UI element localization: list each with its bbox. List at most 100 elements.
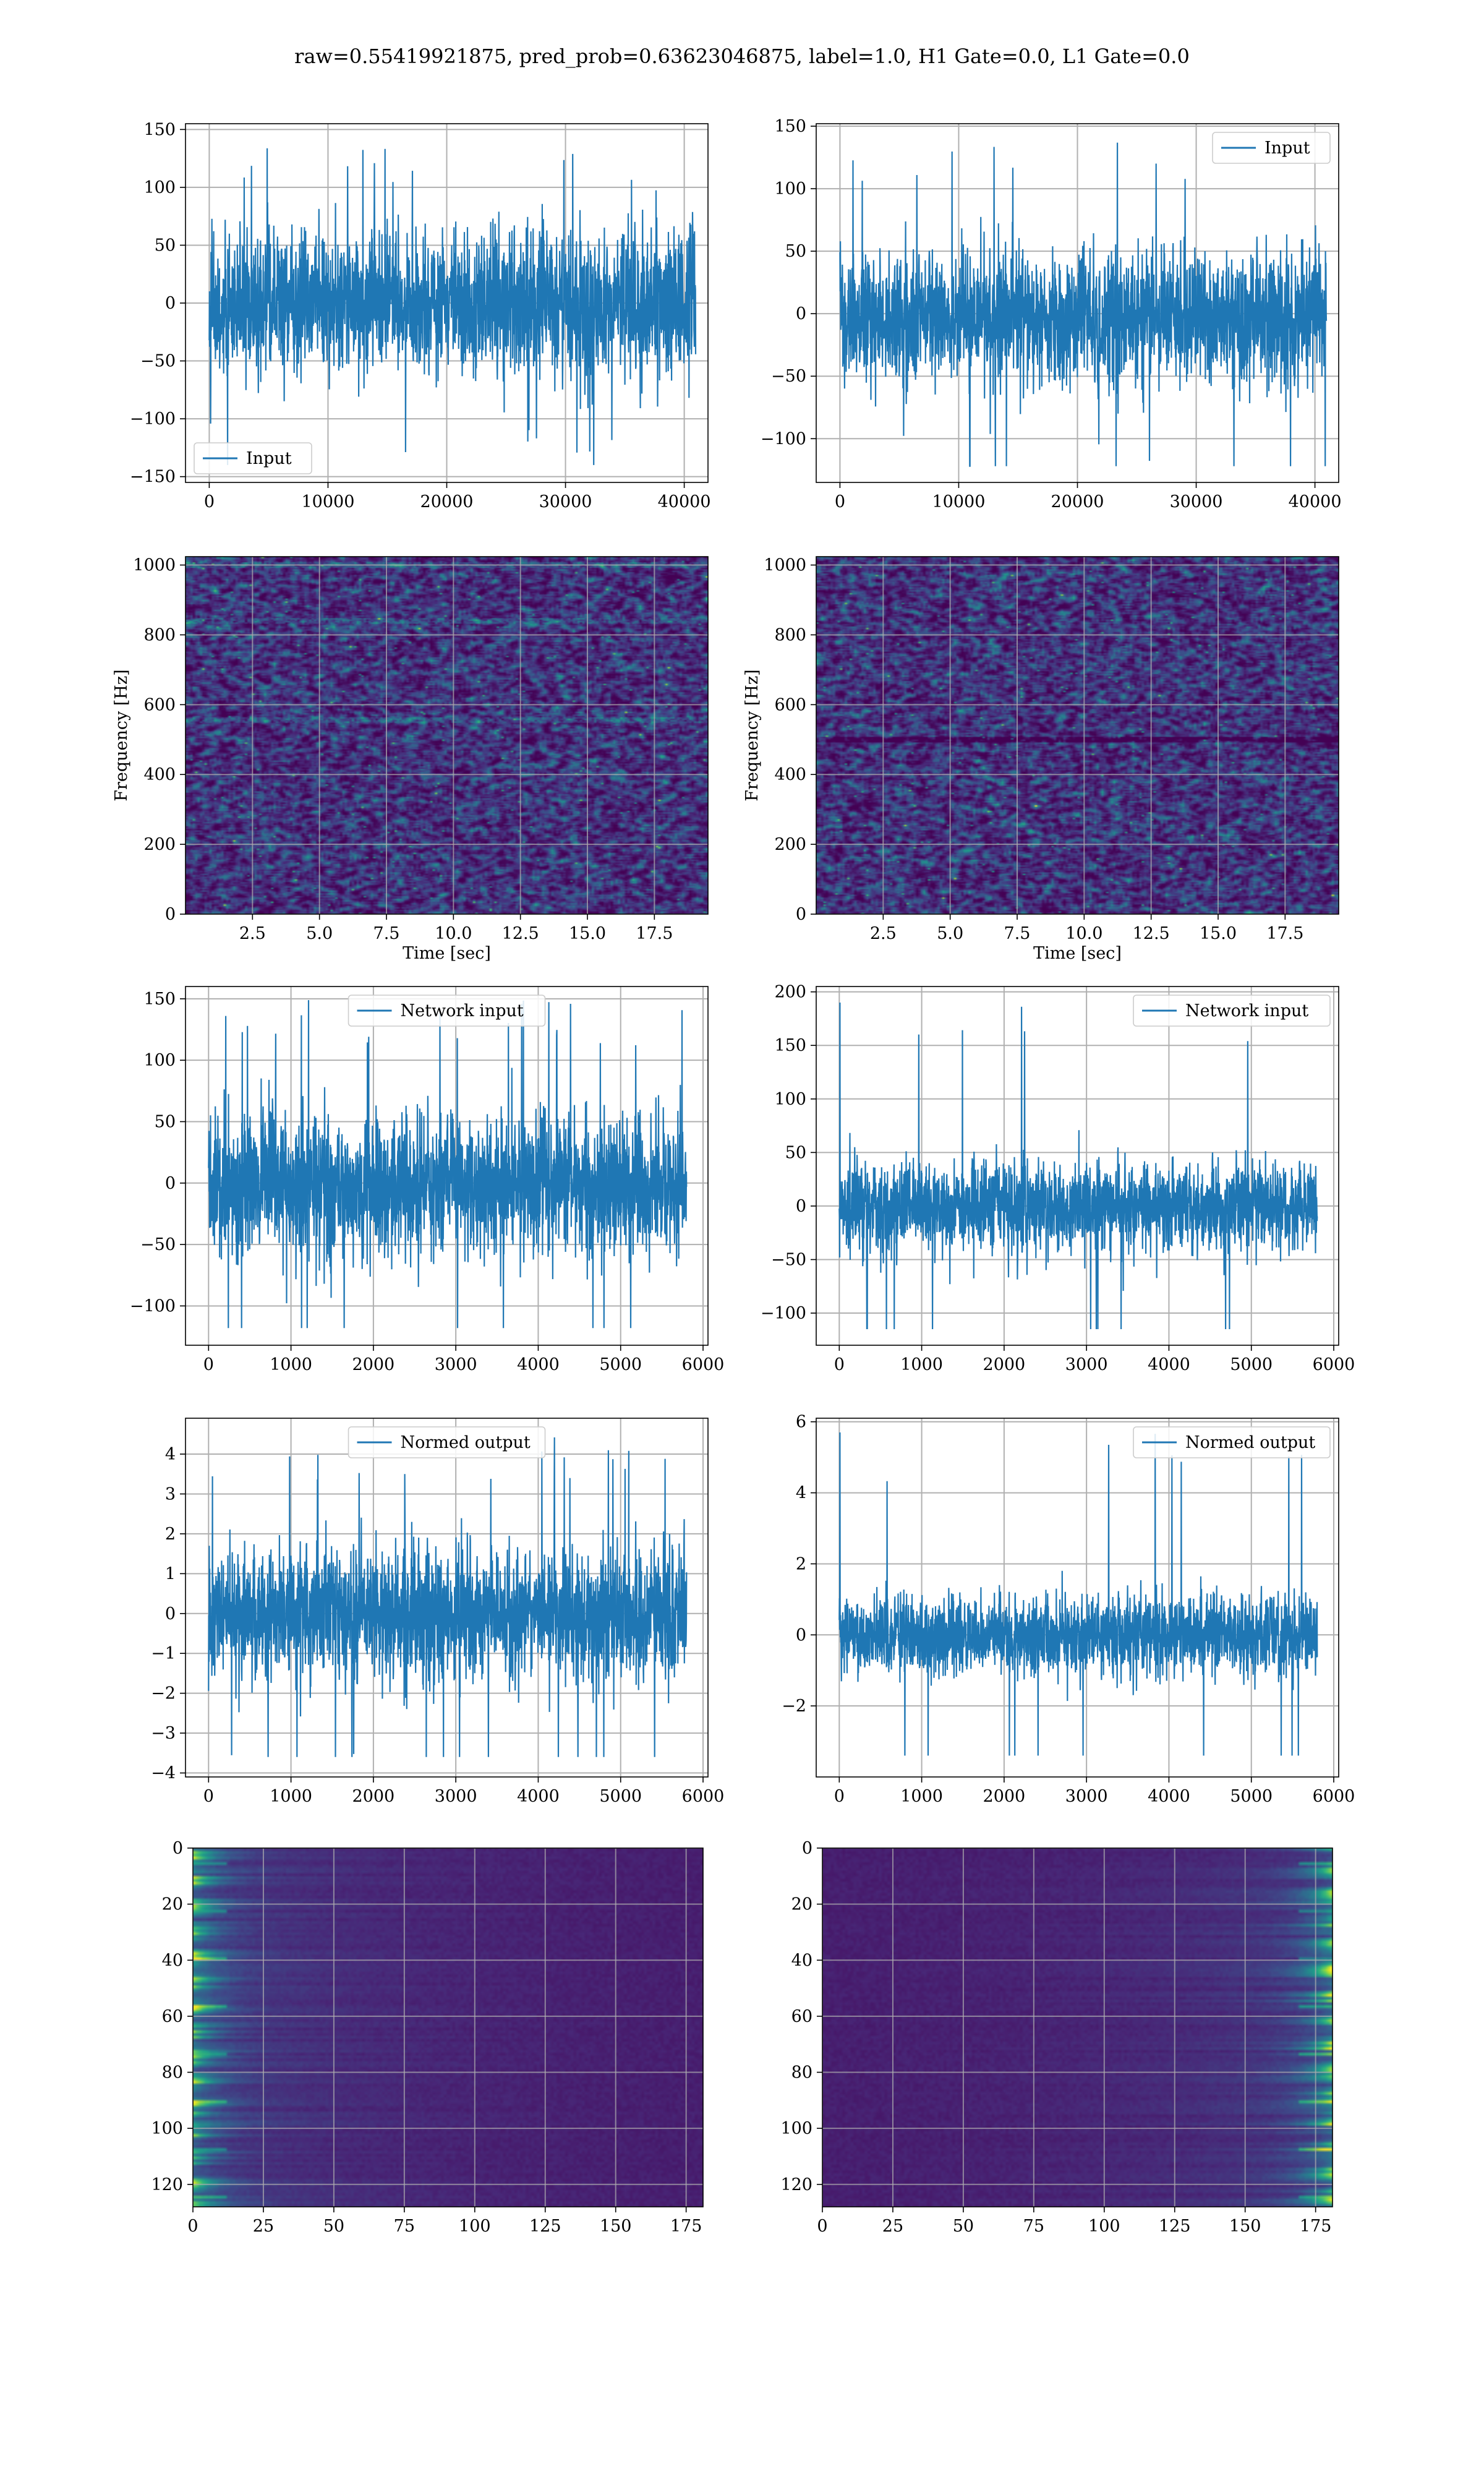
h1-network-input-y-tick-label: −100 [130, 1296, 176, 1316]
l1-spectrogram-y-tick-label: 600 [774, 695, 806, 714]
h1-input-x-tick-label: 30000 [539, 492, 592, 511]
h1-spectrogram-y-axis-label: Frequency [Hz] [112, 669, 131, 801]
l1-network-input-plot-area [816, 987, 1339, 1345]
h1-feature-map-y-tick-label: 80 [162, 2063, 183, 2082]
l1-spectrogram-x-axis-label: Time [sec] [1033, 944, 1122, 963]
h1-input-legend-label: Input [246, 449, 292, 468]
h1-network-input-y-tick-label: 0 [165, 1174, 176, 1193]
h1-input-x-tick-label: 40000 [658, 492, 711, 511]
l1-input-x-tick-label: 20000 [1051, 492, 1104, 511]
l1-feature-map-y-tick-label: 120 [780, 2175, 812, 2194]
l1-spectrogram-x-tick-label: 2.5 [870, 924, 897, 943]
h1-input-x-tick-label: 10000 [302, 492, 355, 511]
l1-feature-map-y-tick-label: 20 [791, 1895, 812, 1914]
l1-spectrogram-y-axis-label: Frequency [Hz] [743, 669, 762, 801]
h1-feature-map-image [193, 1848, 703, 2207]
l1-feature-map-y-tick-label: 0 [802, 1839, 812, 1858]
h1-spectrogram-y-tick-label: 0 [165, 905, 176, 924]
h1-network-input-y-tick-label: −50 [140, 1235, 176, 1254]
h1-normed-output-panel: 0 1000 2000 3000 4000 5000 6000 −4 −3 −2 −1 0 1 2 3 4 No… [151, 1418, 724, 1806]
h1-feature-map-x-tick-label: 50 [323, 2217, 344, 2236]
l1-normed-output-x-tick-label: 4000 [1148, 1787, 1190, 1806]
l1-input-y-tick-label: 0 [796, 304, 806, 323]
l1-input-x-tick-label: 30000 [1170, 492, 1223, 511]
h1-spectrogram-x-tick-label: 15.0 [569, 924, 606, 943]
l1-normed-output-series-line [838, 1432, 1318, 1756]
h1-feature-map-x-tick-label: 125 [529, 2217, 561, 2236]
h1-network-input-x-tick-label: 4000 [517, 1355, 560, 1374]
l1-input-y-tick-label: −50 [771, 367, 806, 386]
h1-normed-output-x-tick-label: 4000 [517, 1787, 560, 1806]
l1-feature-map-x-tick-label: 75 [1023, 2217, 1044, 2236]
l1-normed-output-y-tick-label: 2 [796, 1554, 806, 1573]
l1-spectrogram-x-tick-label: 7.5 [1004, 924, 1031, 943]
h1-input-y-tick-label: 50 [155, 236, 176, 255]
h1-feature-map-y-tick-label: 0 [173, 1839, 183, 1858]
h1-feature-map-x-tick-label: 0 [187, 2217, 198, 2236]
l1-feature-map-x-tick-label: 175 [1300, 2217, 1332, 2236]
l1-normed-output-legend: Normed output [1133, 1426, 1331, 1458]
l1-feature-map-x-tick-label: 25 [882, 2217, 903, 2236]
l1-network-input-legend-label: Network input [1185, 1001, 1308, 1021]
l1-network-input-y-tick-label: −100 [761, 1304, 806, 1323]
h1-normed-output-x-tick-label: 5000 [599, 1787, 642, 1806]
h1-input-y-tick-label: −50 [140, 352, 176, 371]
l1-normed-output-y-tick-label: 6 [796, 1413, 806, 1432]
h1-feature-map-y-tick-label: 60 [162, 2007, 183, 2026]
l1-input-y-tick-label: 50 [785, 242, 806, 261]
l1-normed-output-x-tick-label: 5000 [1230, 1787, 1273, 1806]
l1-feature-map-plot-area [822, 1848, 1333, 2207]
h1-network-input-axes-frame [185, 986, 709, 1346]
l1-spectrogram-y-tick-label: 400 [774, 765, 806, 784]
l1-input-y-tick-label: 150 [774, 117, 806, 136]
h1-spectrogram-image [186, 557, 708, 914]
h1-normed-output-x-tick-label: 1000 [270, 1787, 312, 1806]
h1-feature-map-y-tick-label: 100 [151, 2119, 183, 2138]
l1-spectrogram-y-tick-label: 0 [796, 905, 806, 924]
l1-normed-output-plot-area [816, 1418, 1339, 1777]
l1-network-input-series-line [838, 1002, 1318, 1330]
h1-spectrogram-x-tick-label: 2.5 [239, 924, 266, 943]
h1-feature-map-x-tick-label: 25 [253, 2217, 274, 2236]
h1-feature-map-x-tick-label: 150 [600, 2217, 632, 2236]
l1-feature-map-y-tick-label: 100 [780, 2119, 812, 2138]
l1-spectrogram-x-tick-label: 10.0 [1065, 924, 1102, 943]
h1-normed-output-plot-area [186, 1418, 708, 1777]
h1-spectrogram-x-tick-label: 5.0 [306, 924, 333, 943]
h1-network-input-y-tick-label: 150 [143, 990, 176, 1009]
l1-input-y-tick-label: −100 [761, 429, 806, 448]
h1-normed-output-legend-frame [348, 1426, 546, 1458]
l1-feature-map-x-tick-label: 0 [817, 2217, 827, 2236]
l1-input-legend-frame [1212, 132, 1331, 164]
l1-normed-output-y-tick-label: 0 [796, 1625, 806, 1645]
h1-feature-map-panel: 0 25 50 75 100 125 150 175 0 20 40 60 80 100 120 [151, 1839, 704, 2236]
l1-network-input-x-tick-label: 4000 [1148, 1355, 1190, 1374]
l1-input-legend-label: Input [1264, 139, 1310, 158]
l1-input-x-tick-label: 40000 [1289, 492, 1342, 511]
h1-network-input-panel: 0 1000 2000 3000 4000 5000 6000 −100 −50 0 50 100 15… [130, 986, 724, 1374]
h1-network-input-legend: Network input [348, 995, 546, 1027]
l1-input-x-tick-label: 10000 [932, 492, 986, 511]
h1-spectrogram-panel: 2.5 5.0 7.5 10.0 12.5 15.0 17.5 0 200 400 600 800 10… [112, 556, 709, 963]
h1-feature-map-x-tick-label: 75 [394, 2217, 415, 2236]
l1-input-y-tick-label: 100 [774, 179, 806, 199]
l1-network-input-y-tick-label: 200 [774, 983, 806, 1002]
l1-network-input-x-tick-label: 1000 [900, 1355, 943, 1374]
l1-normed-output-panel: 0 1000 2000 3000 4000 5000 6000 −2 0 2 4 6 Normed ou… [782, 1413, 1355, 1806]
h1-network-input-x-tick-label: 2000 [352, 1355, 395, 1374]
h1-normed-output-series-line [208, 1437, 688, 1757]
h1-normed-output-y-tick-label: 0 [165, 1604, 176, 1624]
h1-input-legend: Input [194, 442, 312, 474]
l1-normed-output-x-tick-label: 0 [834, 1787, 845, 1806]
h1-network-input-legend-label: Network input [401, 1001, 524, 1021]
h1-network-input-x-tick-label: 0 [203, 1355, 214, 1374]
h1-spectrogram-y-tick-label: 400 [143, 765, 176, 784]
h1-feature-map-x-tick-label: 100 [459, 2217, 491, 2236]
l1-normed-output-x-tick-label: 3000 [1065, 1787, 1108, 1806]
h1-input-series-line [208, 148, 697, 465]
h1-network-input-x-tick-label: 3000 [435, 1355, 477, 1374]
h1-spectrogram-y-tick-label: 200 [143, 835, 176, 854]
l1-feature-map-x-tick-label: 150 [1229, 2217, 1261, 2236]
l1-spectrogram-y-tick-label: 1000 [764, 556, 806, 575]
